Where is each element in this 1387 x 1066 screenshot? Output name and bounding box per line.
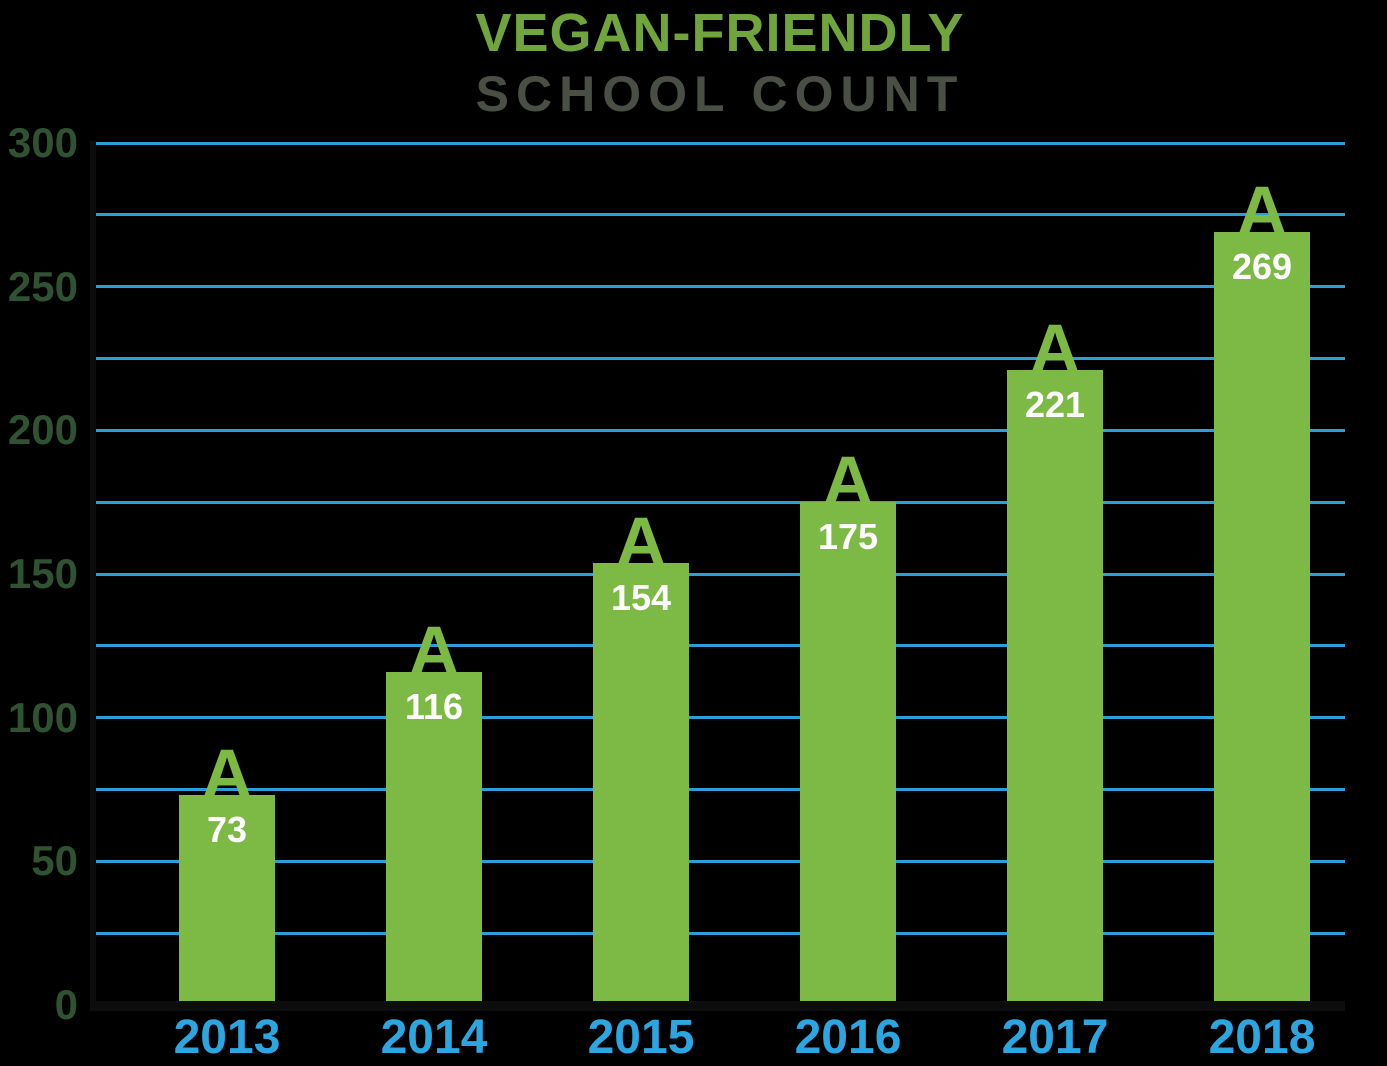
x-axis-year-label: 2015 [587,1011,695,1064]
bar-cap-letter: A [1029,310,1081,388]
gridline [95,285,1345,289]
bar-2014: A 116 [386,616,482,1005]
gridline [95,572,1345,576]
bar-cap-letter: A [822,442,874,521]
y-axis-tick-label: 250 [7,262,78,310]
bar-2017: A 221 [1007,314,1103,1005]
chart-subtitle: SCHOOL COUNT [475,66,965,122]
bar-value-label: 269 [1231,246,1293,288]
bar-cap-letter: A [1236,172,1288,251]
x-axis-year-label: 2013 [173,1011,281,1064]
chart-title-block: VEGAN-FRIENDLY SCHOOL COUNT [95,0,1345,122]
y-axis-tick-label: 50 [31,837,78,885]
x-axis-year-label: 2014 [380,1011,488,1064]
bar-value-label: 73 [206,809,248,851]
bar-value-label: 221 [1024,384,1086,425]
gridline [95,644,1345,648]
gridline [95,500,1345,504]
bar-cap-letter: A [408,611,460,690]
chart-title: VEGAN-FRIENDLY [475,3,965,63]
y-axis-line [90,141,96,1011]
gridline [95,931,1345,935]
bar-value-label: 116 [404,685,464,727]
bar-2016: A 175 [800,446,896,1005]
y-axis-tick-label: 100 [7,693,78,741]
bar-value-label: 154 [610,576,672,618]
bar-2013: A 73 [179,739,275,1005]
plot-area: A 73 A 116 A 154 A 175 A 221 A 269 [90,141,1345,1011]
gridline [95,213,1345,217]
x-axis-year-label: 2016 [794,1011,902,1064]
gridline [95,357,1345,360]
bar-cap-letter: A [615,502,667,581]
y-axis-tick-label: 200 [7,406,78,454]
x-axis-year-label: 2018 [1208,1011,1316,1064]
y-axis-tick-label: 0 [54,981,78,1028]
y-axis-tick-label: 150 [7,550,78,597]
gridline [95,141,1345,145]
gridline [95,788,1345,791]
y-axis-tick-label: 300 [7,119,78,166]
x-axis-year-label: 2017 [1001,1011,1109,1064]
y-axis-labels: 0 50 100 150 200 250 300 [0,119,78,1028]
bar-value-label: 175 [817,516,879,558]
bar-2015: A 154 [593,507,689,1005]
x-axis-labels: 2013 2014 2015 2016 2017 2018 [95,1014,1345,1066]
bars-layer: A 73 A 116 A 154 A 175 A 221 A 269 [95,143,1345,1005]
gridline [95,716,1345,720]
gridline [95,428,1345,432]
gridline [95,859,1345,863]
bar-cap-letter: A [201,735,253,814]
bar-2018: A 269 [1214,176,1310,1005]
x-axis-line [90,1001,1345,1011]
